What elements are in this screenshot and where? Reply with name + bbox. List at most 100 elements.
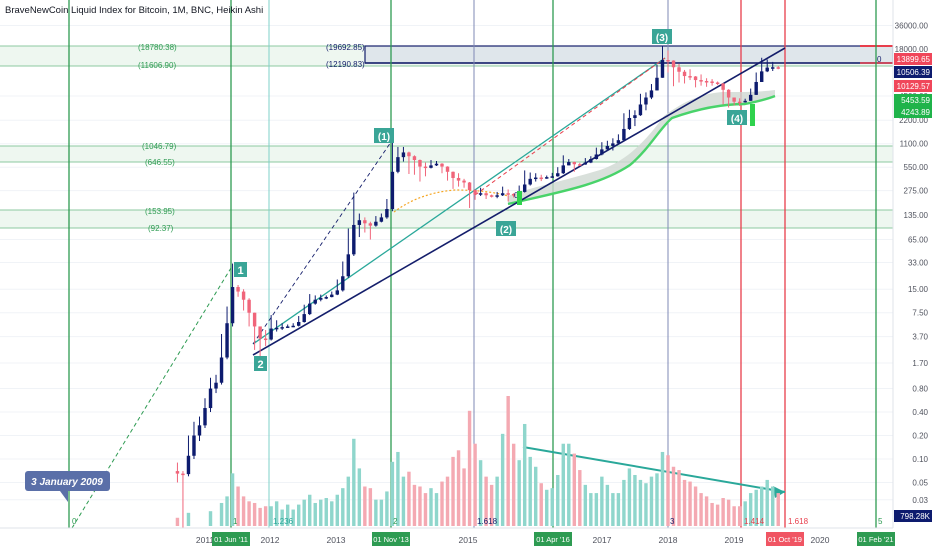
price-tick-label: 0.05 (912, 478, 928, 487)
candle-body (500, 193, 505, 196)
candle-body (489, 195, 494, 197)
candle-body (572, 162, 577, 165)
candle-body (484, 193, 488, 196)
candle-body (545, 177, 549, 179)
volume-bar (638, 479, 643, 526)
candle-body (203, 408, 207, 426)
volume-bar (484, 476, 488, 526)
candle-body (561, 165, 565, 174)
volume-bar (633, 474, 637, 526)
candle-body (462, 180, 466, 183)
volume-bar (721, 498, 725, 526)
candle-body (528, 178, 532, 185)
volume-bar (710, 502, 714, 526)
candle-body (352, 224, 356, 255)
candle-body (225, 323, 229, 358)
candle-body (280, 327, 284, 329)
candle-body (478, 193, 483, 195)
price-axis-ticks: 36000.0018000.004500.002200.001100.00550… (895, 22, 929, 505)
volume-bar (225, 496, 229, 526)
candle-body (677, 67, 681, 72)
candle-body (258, 326, 262, 339)
candle-body (704, 81, 709, 83)
price-tick-label: 7.50 (912, 309, 928, 318)
candle-body (451, 171, 455, 178)
candle-body (732, 97, 736, 102)
volume-bar (616, 493, 621, 526)
candle-body (506, 193, 510, 195)
candle-body (181, 473, 185, 476)
chart-title: BraveNewCoin Liquid Index for Bitcoin, 1… (5, 5, 263, 16)
candle-body (374, 221, 378, 226)
price-tick-label: 0.03 (912, 496, 928, 505)
genesis-callout-box (25, 471, 110, 491)
candle-body (721, 83, 725, 90)
volume-bar (550, 488, 554, 526)
candle-body (285, 326, 290, 328)
candle-body (605, 145, 610, 150)
volume-bars (175, 396, 780, 526)
candle-body (600, 149, 604, 155)
volume-bar (319, 499, 323, 526)
price-tick-label: 15.00 (908, 285, 929, 294)
wave-label-i3: (3) (656, 33, 668, 44)
volume-bar (390, 461, 395, 526)
fib-time-label-1618-red: 1.618 (788, 517, 809, 526)
candle-body (390, 171, 395, 210)
candle-body (330, 294, 334, 298)
wave-label-i3-box (652, 29, 672, 44)
volume-bar (688, 481, 692, 526)
candle-body (710, 81, 714, 83)
candle-body (682, 71, 687, 77)
volume-bar (346, 476, 351, 526)
price-tick-label: 1.70 (912, 359, 928, 368)
price-tag (894, 106, 932, 118)
candle-body (324, 297, 328, 299)
volume-bar (649, 476, 654, 526)
volume-bar (341, 488, 345, 526)
candle-body (418, 159, 422, 167)
time-tick-label: 2019 (725, 535, 744, 545)
candle-body (495, 195, 499, 197)
candle-body (759, 71, 764, 82)
candle-body (434, 163, 439, 166)
volume-bar (258, 507, 262, 526)
candle-body (357, 220, 362, 225)
candle-body (726, 89, 731, 98)
volume-bar (500, 433, 505, 526)
volume-bar (671, 466, 676, 526)
candle-body (660, 60, 665, 78)
candle-body (699, 80, 703, 82)
fib-time-label-0: 0 (72, 517, 77, 526)
price-tags: 13899.65 10506.39 10129.57 5453.59 4243.89 79… (894, 53, 932, 522)
volume-bar (677, 470, 681, 526)
candle-body (241, 291, 246, 300)
volume-bar (660, 451, 665, 526)
volume-bar (423, 493, 428, 526)
volume-bar (473, 443, 477, 526)
candle-body (313, 299, 317, 304)
date-tag-label: 01 Oct '19 (768, 535, 802, 544)
candle-body (363, 220, 367, 224)
volume-bar (589, 493, 593, 526)
date-tag (534, 532, 572, 546)
candle-body (522, 184, 527, 192)
price-tick-label: 1100.00 (900, 140, 929, 149)
price-tag-value: 10506.39 (897, 68, 931, 77)
candle-body (296, 322, 301, 326)
fib-time-label-1: 1 (233, 517, 238, 526)
volume-bar (693, 486, 698, 526)
volume-bar (732, 506, 736, 526)
volume-bar (368, 488, 373, 526)
volume-bar (737, 506, 742, 526)
volume-bar (567, 443, 571, 526)
wave-label-i1-box (374, 128, 394, 143)
genesis-callout[interactable]: 3 January 2009 (25, 471, 110, 502)
candle-body (230, 287, 235, 324)
price-tick-label: 275.00 (904, 187, 929, 196)
date-tag (766, 532, 804, 546)
price-tick-label: 135.00 (904, 211, 929, 220)
candle-body (407, 152, 411, 157)
